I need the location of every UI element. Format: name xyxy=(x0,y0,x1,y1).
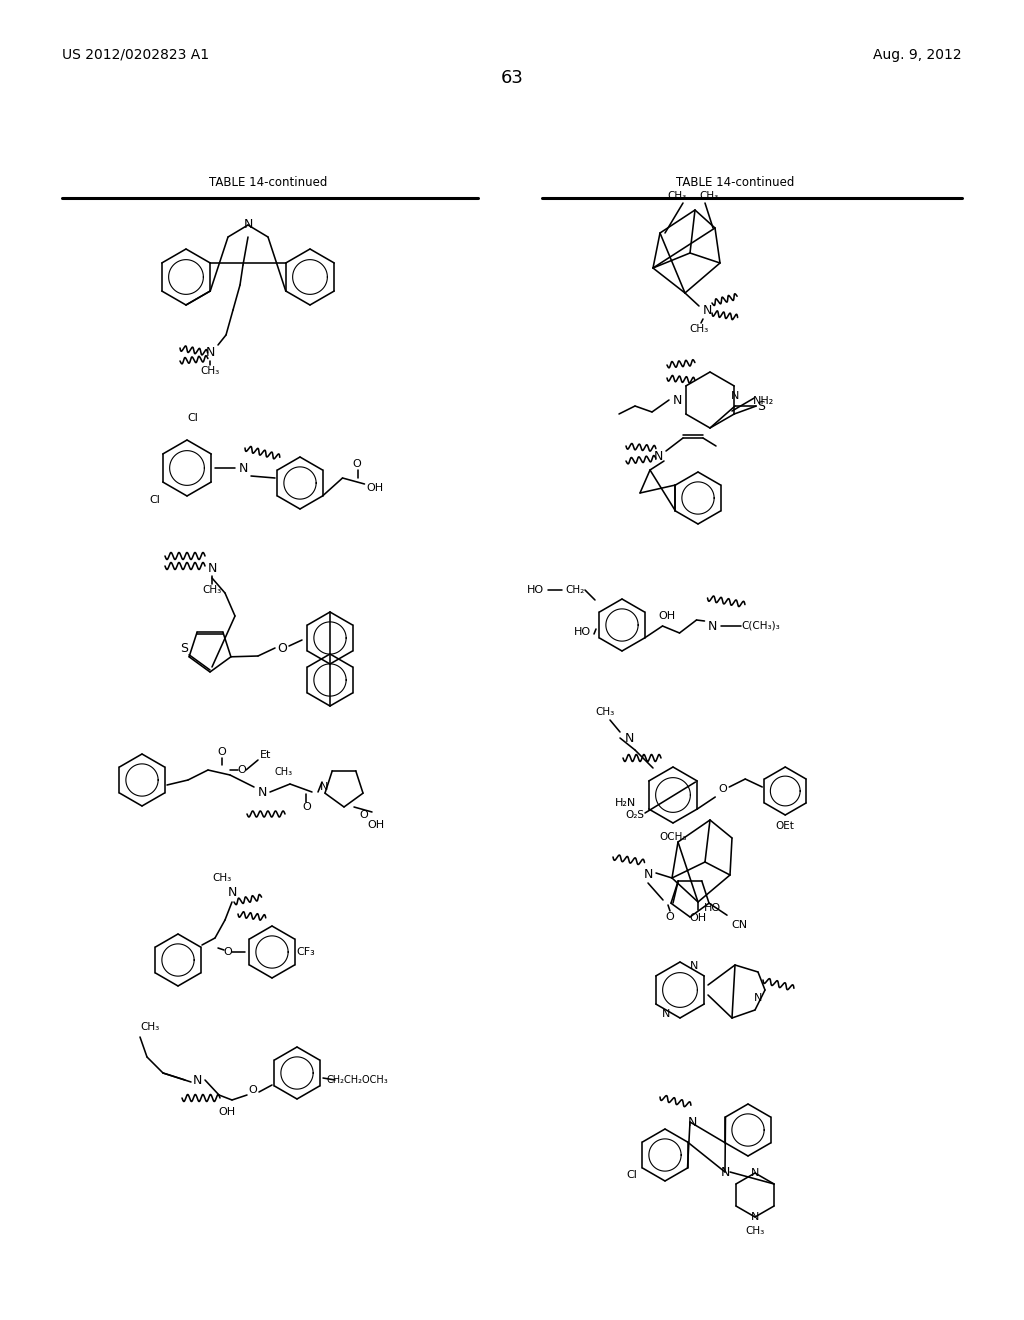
Text: 63: 63 xyxy=(501,69,523,87)
Text: CH₃: CH₃ xyxy=(595,708,614,717)
Text: O: O xyxy=(352,459,360,469)
Text: CH₂CH₂OCH₃: CH₂CH₂OCH₃ xyxy=(326,1074,388,1085)
Text: N: N xyxy=(653,450,663,462)
Text: TABLE 14-continued: TABLE 14-continued xyxy=(676,177,795,190)
Text: N: N xyxy=(690,961,698,972)
Text: N: N xyxy=(751,1212,759,1222)
Text: Et: Et xyxy=(260,750,271,760)
Text: O: O xyxy=(218,747,226,756)
Text: O: O xyxy=(223,946,232,957)
Text: N: N xyxy=(673,393,682,407)
Text: CH₃: CH₃ xyxy=(212,873,231,883)
Text: Aug. 9, 2012: Aug. 9, 2012 xyxy=(873,48,962,62)
Text: N: N xyxy=(687,1115,696,1129)
Text: N: N xyxy=(662,1008,670,1019)
Text: N: N xyxy=(643,869,652,882)
Text: N: N xyxy=(319,781,328,792)
Text: O: O xyxy=(303,803,311,812)
Text: N: N xyxy=(206,346,215,359)
Text: CH₃: CH₃ xyxy=(689,323,709,334)
Text: OH: OH xyxy=(366,483,383,492)
Text: O: O xyxy=(666,912,675,921)
Text: O₂S: O₂S xyxy=(626,810,644,820)
Text: O: O xyxy=(278,642,287,655)
Text: N: N xyxy=(227,886,237,899)
Text: CH₃: CH₃ xyxy=(668,191,687,201)
Text: N: N xyxy=(751,1168,759,1177)
Text: O: O xyxy=(249,1085,257,1096)
Text: N: N xyxy=(625,731,634,744)
Text: H₂N: H₂N xyxy=(614,799,636,808)
Text: OH: OH xyxy=(689,913,707,923)
Text: CN: CN xyxy=(731,920,748,931)
Text: OCH₃: OCH₃ xyxy=(659,832,687,842)
Text: Cl: Cl xyxy=(627,1170,637,1180)
Text: OH: OH xyxy=(368,820,385,830)
Text: HO: HO xyxy=(573,627,591,638)
Text: N: N xyxy=(257,785,266,799)
Text: O: O xyxy=(719,784,728,795)
Text: Cl: Cl xyxy=(187,413,199,422)
Text: N: N xyxy=(754,993,762,1003)
Text: HO: HO xyxy=(703,903,721,913)
Text: N: N xyxy=(239,462,248,474)
Text: OH: OH xyxy=(658,611,675,620)
Text: CH₃: CH₃ xyxy=(201,366,219,376)
Text: N: N xyxy=(731,391,739,401)
Text: N: N xyxy=(702,305,712,318)
Text: S: S xyxy=(758,400,765,412)
Text: CH₃: CH₃ xyxy=(203,585,221,595)
Text: N: N xyxy=(193,1073,202,1086)
Text: N: N xyxy=(720,1166,730,1179)
Text: NH₂: NH₂ xyxy=(753,396,773,407)
Text: O: O xyxy=(359,810,369,820)
Text: O: O xyxy=(238,766,247,775)
Text: N: N xyxy=(708,619,717,632)
Text: OEt: OEt xyxy=(776,821,795,832)
Text: CH₃: CH₃ xyxy=(140,1022,160,1032)
Text: CH₂: CH₂ xyxy=(565,585,585,595)
Text: S: S xyxy=(180,642,188,655)
Text: TABLE 14-continued: TABLE 14-continued xyxy=(209,177,328,190)
Text: N: N xyxy=(207,561,217,574)
Text: CF₃: CF₃ xyxy=(297,946,315,957)
Text: CH₃: CH₃ xyxy=(699,191,719,201)
Text: OH: OH xyxy=(218,1107,236,1117)
Text: US 2012/0202823 A1: US 2012/0202823 A1 xyxy=(62,48,209,62)
Text: C(CH₃)₃: C(CH₃)₃ xyxy=(741,620,780,631)
Text: N: N xyxy=(244,219,253,231)
Text: Cl: Cl xyxy=(150,495,161,506)
Text: HO: HO xyxy=(526,585,544,595)
Text: CH₃: CH₃ xyxy=(274,767,293,777)
Text: CH₃: CH₃ xyxy=(745,1226,765,1236)
